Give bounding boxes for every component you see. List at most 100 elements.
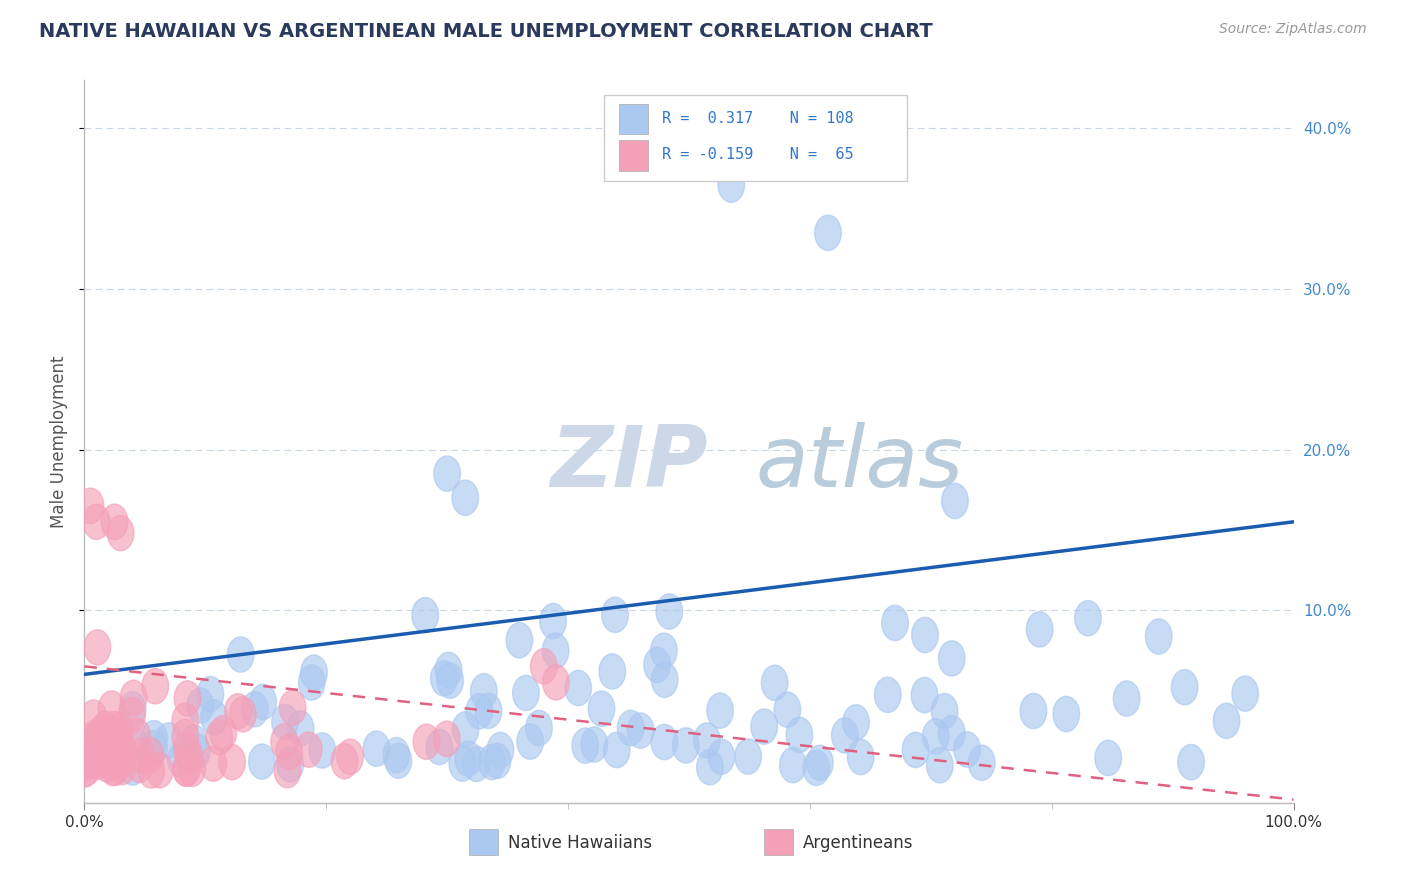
Ellipse shape: [565, 670, 592, 706]
Ellipse shape: [89, 716, 115, 751]
Ellipse shape: [484, 743, 510, 779]
Ellipse shape: [141, 731, 167, 765]
Ellipse shape: [911, 617, 938, 653]
Ellipse shape: [437, 663, 464, 698]
Ellipse shape: [807, 745, 834, 780]
Ellipse shape: [456, 741, 482, 776]
Ellipse shape: [90, 726, 117, 761]
Ellipse shape: [110, 732, 136, 767]
Ellipse shape: [938, 640, 965, 676]
Ellipse shape: [229, 697, 256, 732]
Ellipse shape: [103, 750, 128, 785]
Ellipse shape: [138, 753, 165, 789]
Ellipse shape: [101, 711, 128, 747]
Ellipse shape: [693, 723, 720, 758]
Ellipse shape: [927, 747, 953, 783]
Ellipse shape: [475, 693, 502, 729]
Ellipse shape: [939, 715, 965, 751]
Ellipse shape: [330, 743, 357, 779]
Ellipse shape: [200, 746, 226, 781]
Ellipse shape: [1114, 681, 1140, 716]
Ellipse shape: [156, 723, 183, 758]
Ellipse shape: [903, 732, 929, 768]
Ellipse shape: [627, 713, 654, 748]
Ellipse shape: [83, 504, 110, 540]
Ellipse shape: [249, 744, 276, 780]
Ellipse shape: [271, 723, 298, 759]
Ellipse shape: [146, 753, 173, 788]
Ellipse shape: [120, 691, 146, 727]
Ellipse shape: [882, 606, 908, 640]
Ellipse shape: [1232, 676, 1258, 711]
Text: atlas: atlas: [755, 422, 963, 505]
Ellipse shape: [87, 717, 114, 752]
Ellipse shape: [543, 665, 569, 700]
Ellipse shape: [1021, 693, 1046, 729]
Ellipse shape: [120, 681, 146, 715]
Text: Argentineans: Argentineans: [803, 833, 912, 852]
Ellipse shape: [709, 739, 735, 774]
Ellipse shape: [121, 728, 148, 763]
Ellipse shape: [513, 675, 540, 711]
Ellipse shape: [180, 724, 207, 760]
Ellipse shape: [209, 715, 236, 751]
Ellipse shape: [73, 736, 100, 772]
Ellipse shape: [98, 726, 125, 762]
Ellipse shape: [412, 598, 439, 632]
Ellipse shape: [179, 751, 205, 787]
Ellipse shape: [644, 648, 671, 682]
Ellipse shape: [651, 662, 678, 698]
Ellipse shape: [540, 603, 567, 639]
Text: Source: ZipAtlas.com: Source: ZipAtlas.com: [1219, 22, 1367, 37]
Ellipse shape: [172, 703, 198, 739]
Ellipse shape: [953, 731, 980, 767]
Ellipse shape: [969, 745, 995, 780]
Ellipse shape: [128, 738, 155, 773]
Ellipse shape: [187, 688, 214, 723]
Ellipse shape: [486, 732, 513, 768]
Ellipse shape: [174, 681, 201, 716]
Ellipse shape: [657, 594, 683, 629]
Ellipse shape: [1026, 612, 1053, 647]
Ellipse shape: [1053, 697, 1080, 731]
Ellipse shape: [526, 710, 553, 746]
Ellipse shape: [225, 694, 252, 729]
Ellipse shape: [97, 723, 124, 757]
Ellipse shape: [651, 724, 678, 760]
Ellipse shape: [98, 691, 125, 726]
Ellipse shape: [73, 750, 100, 786]
Ellipse shape: [931, 693, 957, 729]
Text: ZIP: ZIP: [550, 422, 707, 505]
Ellipse shape: [471, 673, 498, 709]
Ellipse shape: [105, 725, 132, 761]
Ellipse shape: [219, 745, 246, 780]
Ellipse shape: [581, 727, 607, 762]
Ellipse shape: [786, 717, 813, 753]
Ellipse shape: [107, 516, 134, 550]
Ellipse shape: [875, 677, 901, 713]
Ellipse shape: [91, 721, 118, 756]
Ellipse shape: [942, 483, 969, 518]
Ellipse shape: [451, 480, 478, 516]
Text: R = -0.159    N =  65: R = -0.159 N = 65: [662, 147, 853, 162]
Ellipse shape: [298, 665, 325, 700]
Ellipse shape: [84, 630, 111, 665]
Ellipse shape: [77, 725, 104, 761]
Ellipse shape: [337, 739, 363, 774]
Ellipse shape: [173, 731, 200, 767]
Ellipse shape: [274, 753, 301, 788]
Ellipse shape: [413, 724, 440, 759]
Ellipse shape: [506, 623, 533, 658]
Ellipse shape: [301, 655, 328, 690]
Y-axis label: Male Unemployment: Male Unemployment: [51, 355, 69, 528]
Ellipse shape: [295, 732, 322, 767]
Ellipse shape: [599, 654, 626, 690]
Ellipse shape: [80, 700, 107, 735]
Ellipse shape: [141, 721, 167, 756]
Ellipse shape: [197, 676, 224, 712]
Ellipse shape: [101, 504, 128, 540]
Ellipse shape: [672, 728, 699, 764]
Ellipse shape: [707, 693, 734, 728]
Ellipse shape: [93, 747, 120, 781]
Ellipse shape: [142, 668, 169, 704]
